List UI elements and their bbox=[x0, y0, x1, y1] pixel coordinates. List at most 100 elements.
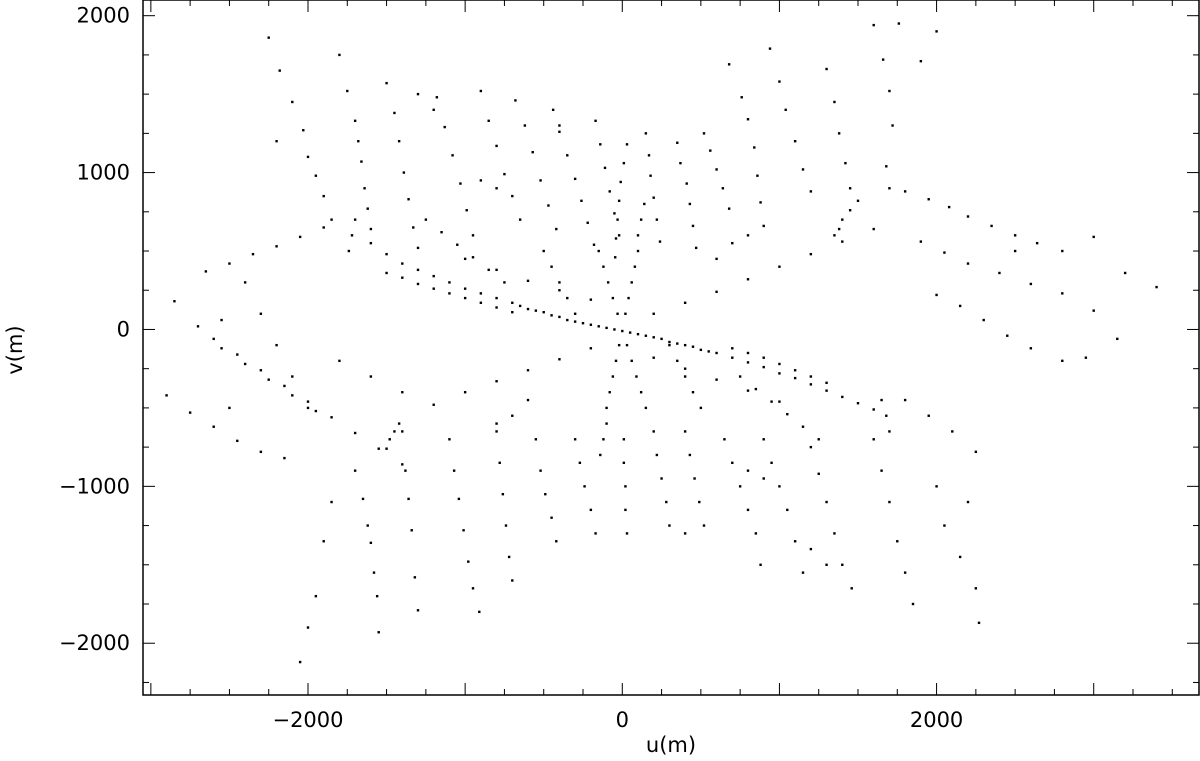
data-point bbox=[173, 300, 176, 303]
data-point bbox=[809, 383, 813, 386]
data-point bbox=[630, 281, 633, 284]
data-point bbox=[369, 241, 373, 245]
data-point bbox=[633, 265, 637, 268]
data-point bbox=[754, 532, 758, 535]
data-point bbox=[683, 367, 687, 370]
data-point bbox=[471, 234, 475, 237]
data-point bbox=[495, 296, 498, 300]
data-point bbox=[558, 124, 561, 127]
data-point bbox=[825, 389, 828, 392]
data-point bbox=[366, 524, 369, 527]
data-point bbox=[366, 207, 369, 210]
data-point bbox=[597, 325, 600, 328]
data-point bbox=[606, 281, 610, 284]
x-tick-label: 2000 bbox=[910, 708, 963, 732]
data-point bbox=[547, 204, 550, 207]
data-point bbox=[624, 312, 627, 315]
data-point bbox=[501, 492, 505, 496]
data-point bbox=[896, 540, 899, 543]
data-point bbox=[550, 265, 553, 268]
data-point bbox=[291, 375, 294, 378]
data-point bbox=[683, 301, 687, 304]
data-point bbox=[903, 571, 907, 574]
x-axis-label: u(m) bbox=[646, 733, 696, 757]
data-point bbox=[833, 234, 836, 237]
data-point bbox=[738, 485, 742, 488]
data-point bbox=[347, 249, 351, 253]
data-point bbox=[322, 540, 325, 543]
data-point bbox=[888, 89, 891, 93]
data-point bbox=[1061, 249, 1064, 253]
data-point bbox=[479, 301, 483, 304]
data-point bbox=[416, 92, 420, 96]
data-point bbox=[837, 227, 841, 231]
data-point bbox=[784, 108, 787, 112]
data-point bbox=[228, 262, 231, 265]
data-point bbox=[558, 358, 561, 361]
data-point bbox=[927, 414, 930, 417]
data-point bbox=[699, 348, 703, 352]
data-point bbox=[809, 445, 813, 449]
data-point bbox=[958, 555, 962, 559]
data-point bbox=[935, 30, 938, 33]
data-point bbox=[298, 235, 302, 239]
data-point bbox=[660, 477, 663, 480]
data-point bbox=[404, 469, 407, 472]
data-point bbox=[511, 194, 514, 198]
data-point bbox=[487, 268, 490, 272]
data-point bbox=[401, 463, 404, 466]
data-point bbox=[314, 594, 318, 598]
data-point bbox=[1029, 347, 1033, 350]
data-point bbox=[825, 563, 828, 566]
data-point bbox=[872, 438, 875, 441]
axis-tick-labels: −2000 0 2000 −2000 −1000 0 1000 2000 bbox=[59, 4, 963, 732]
x-tick-label: 0 bbox=[616, 708, 629, 732]
data-point bbox=[580, 199, 583, 203]
data-point bbox=[919, 59, 923, 63]
data-point bbox=[801, 425, 805, 428]
data-point bbox=[644, 406, 648, 410]
y-axis-label: v(m) bbox=[3, 325, 27, 374]
data-point bbox=[479, 292, 483, 295]
data-point bbox=[727, 63, 731, 66]
data-point bbox=[652, 356, 655, 359]
data-point bbox=[888, 187, 891, 190]
data-point bbox=[416, 246, 420, 250]
data-point bbox=[903, 190, 907, 193]
data-point bbox=[793, 369, 797, 372]
data-point bbox=[731, 241, 734, 245]
data-point bbox=[652, 196, 655, 199]
data-point bbox=[630, 359, 633, 363]
data-point bbox=[463, 296, 467, 300]
data-point bbox=[432, 108, 435, 112]
data-point bbox=[1084, 356, 1088, 359]
data-point bbox=[683, 343, 687, 347]
data-point bbox=[608, 391, 611, 394]
data-point bbox=[432, 403, 435, 406]
data-point bbox=[566, 318, 569, 322]
data-point bbox=[801, 168, 805, 171]
data-point bbox=[885, 414, 888, 417]
data-point bbox=[850, 587, 853, 590]
data-point bbox=[504, 524, 508, 527]
data-point bbox=[786, 412, 789, 416]
data-point bbox=[393, 111, 396, 115]
data-point bbox=[943, 251, 946, 254]
data-point bbox=[363, 187, 366, 190]
data-point bbox=[628, 331, 632, 334]
data-point bbox=[385, 81, 388, 85]
data-point bbox=[555, 227, 558, 231]
data-point bbox=[306, 155, 310, 159]
data-point bbox=[353, 218, 357, 221]
data-point bbox=[188, 411, 192, 414]
data-point bbox=[676, 359, 679, 363]
data-point bbox=[534, 438, 538, 441]
data-point bbox=[778, 362, 781, 366]
data-point bbox=[220, 318, 223, 322]
y-tick-label: −2000 bbox=[59, 631, 130, 655]
data-point bbox=[911, 602, 915, 606]
data-point bbox=[738, 375, 742, 378]
data-point bbox=[401, 276, 404, 279]
data-point bbox=[688, 453, 692, 457]
data-point bbox=[435, 96, 439, 99]
